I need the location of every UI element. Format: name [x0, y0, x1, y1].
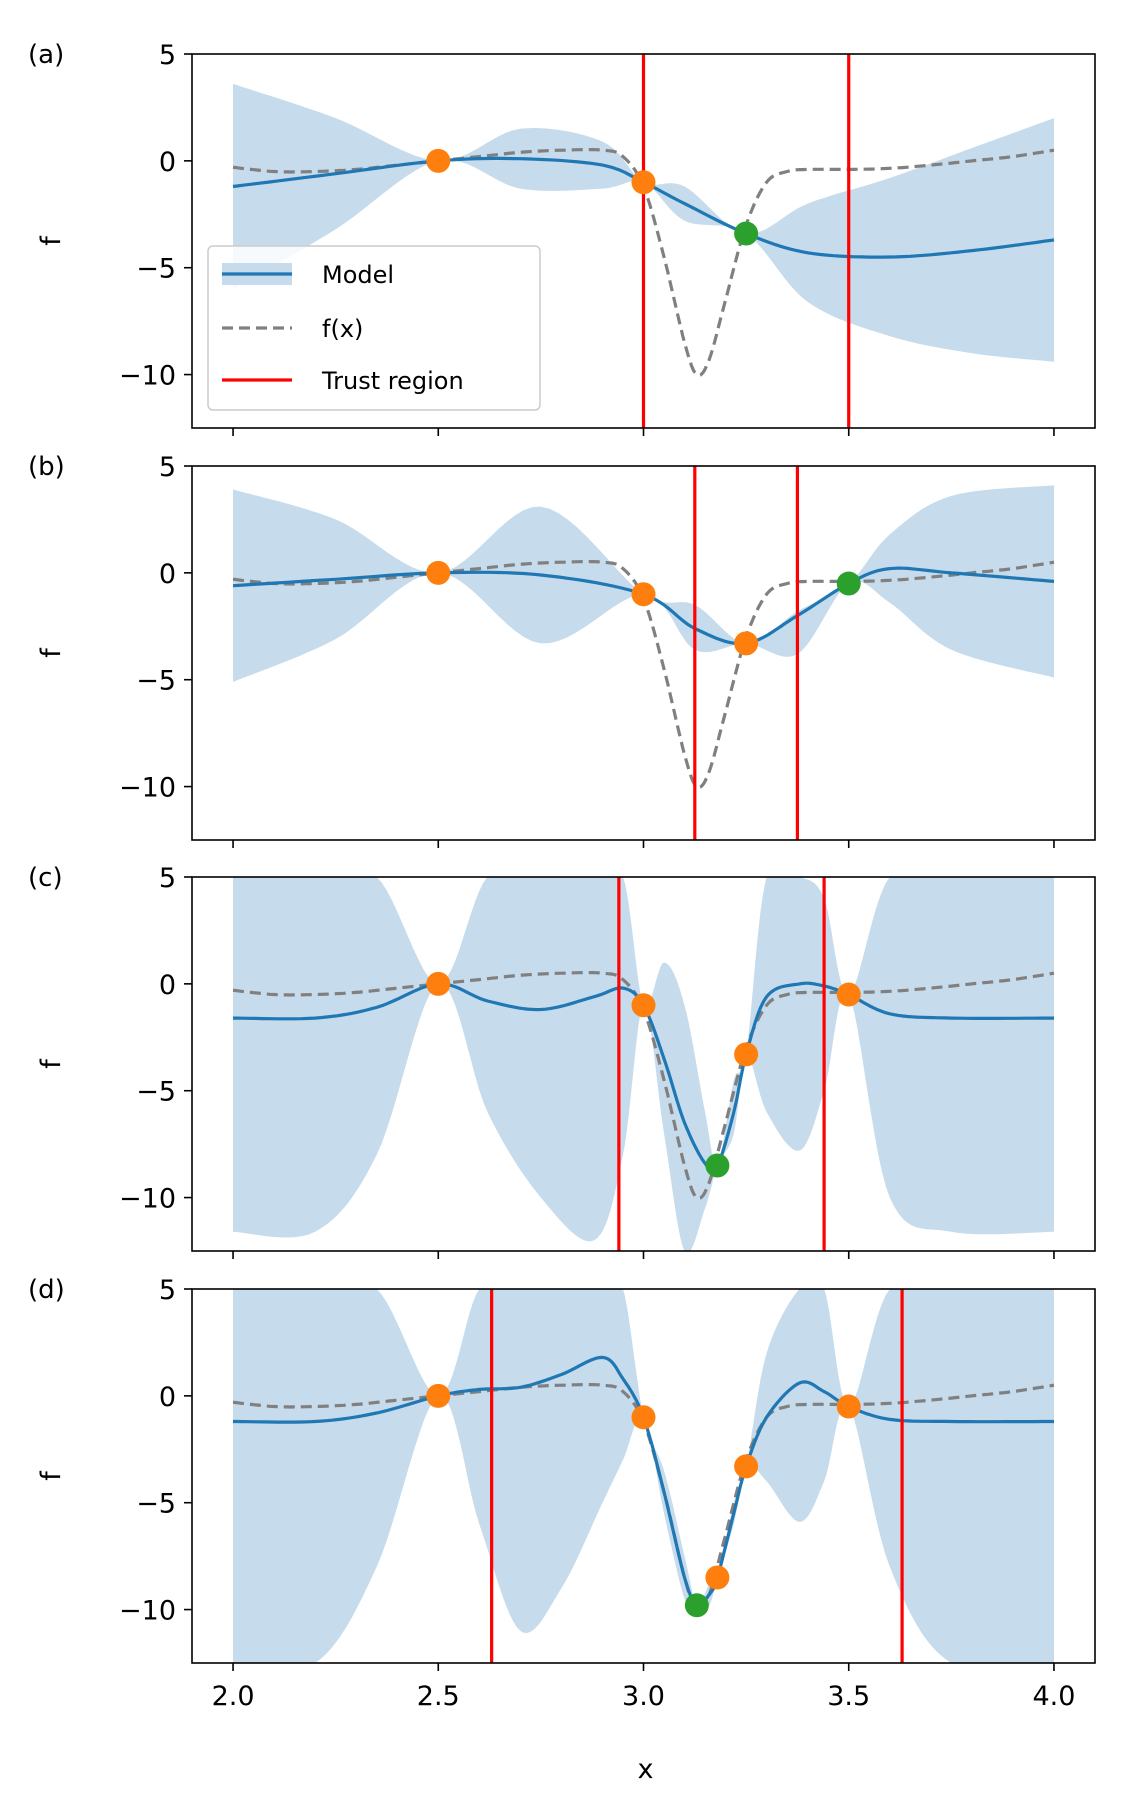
true-function-line — [232, 560, 1055, 789]
y-tick-label: 0 — [159, 147, 176, 178]
y-tick-label: −5 — [136, 254, 176, 285]
x-tick-label: 3.0 — [622, 1681, 665, 1712]
y-tick-label: 5 — [159, 863, 176, 894]
observed-point — [426, 1383, 451, 1408]
observed-point — [631, 170, 656, 195]
observed-point — [734, 631, 759, 656]
y-tick-label: −5 — [136, 1489, 176, 1520]
panel-a: 5 0 −5 −10 f (a) Model f(x) Trust region — [28, 40, 1096, 436]
x-tick-label: 3.5 — [827, 1681, 870, 1712]
y-axis-title: f — [36, 647, 67, 658]
panel-d: 5 0 −5 −10 2.0 2.5 3.0 3.5 4.0 f (d) — [28, 1275, 1096, 1712]
panel-b: 5 0 −5 −10 f (b) — [28, 452, 1096, 848]
legend: Model f(x) Trust region — [207, 245, 541, 411]
panel-label: (a) — [28, 40, 64, 70]
observed-point — [631, 1405, 656, 1430]
y-tick-label: 0 — [159, 1382, 176, 1413]
model-mean-line — [232, 156, 1055, 259]
legend-label: f(x) — [322, 315, 363, 343]
plot-area — [232, 54, 1055, 428]
observed-point — [631, 582, 656, 607]
observed-point — [426, 971, 451, 996]
observed-point — [426, 148, 451, 173]
y-tick-label: −10 — [119, 773, 176, 804]
panel-label: (c) — [28, 863, 63, 893]
plot-area — [232, 466, 1055, 840]
y-axis-title: f — [36, 235, 67, 246]
x-tick-label: 4.0 — [1032, 1681, 1075, 1712]
observed-point — [631, 993, 656, 1018]
panel-c: 5 0 −5 −10 f (c) — [28, 863, 1096, 1259]
observed-point — [836, 1394, 861, 1419]
plot-area — [232, 1289, 1055, 1663]
y-tick-label: 0 — [159, 970, 176, 1001]
y-tick-label: −10 — [119, 361, 176, 392]
observed-point — [705, 1565, 730, 1590]
legend-box — [207, 245, 541, 411]
legend-label: Model — [322, 261, 394, 289]
model-mean-line — [233, 981, 1054, 1173]
observed-point — [836, 982, 861, 1007]
confidence-band — [233, 877, 1054, 1251]
y-axis-title: f — [36, 1058, 67, 1069]
observed-point — [734, 1454, 759, 1479]
y-tick-label: 5 — [159, 1275, 176, 1306]
confidence-band — [233, 1289, 1054, 1663]
new-point — [684, 1593, 709, 1618]
observed-point — [426, 560, 451, 585]
y-tick-label: −10 — [119, 1596, 176, 1627]
new-point — [734, 221, 759, 246]
x-axis-title: x — [638, 1754, 654, 1785]
confidence-band — [233, 485, 1054, 682]
observed-point — [734, 1042, 759, 1067]
x-tick-label: 2.5 — [417, 1681, 460, 1712]
new-point — [836, 571, 861, 596]
model-mean-line — [232, 566, 1055, 646]
y-tick-label: −5 — [136, 1077, 176, 1108]
true-function-line — [232, 971, 1055, 1200]
plot-area — [232, 877, 1055, 1251]
y-tick-label: 5 — [159, 40, 176, 71]
panel-label: (d) — [28, 1275, 65, 1305]
y-tick-label: −5 — [136, 666, 176, 697]
panel-label: (b) — [28, 452, 65, 482]
y-tick-label: 5 — [159, 452, 176, 483]
legend-label: Trust region — [321, 367, 464, 395]
y-tick-label: −10 — [119, 1184, 176, 1215]
x-tick-label: 2.0 — [212, 1681, 255, 1712]
y-tick-label: 0 — [159, 559, 176, 590]
y-axis-title: f — [36, 1470, 67, 1481]
new-point — [705, 1153, 730, 1178]
true-function-line — [232, 1383, 1055, 1612]
